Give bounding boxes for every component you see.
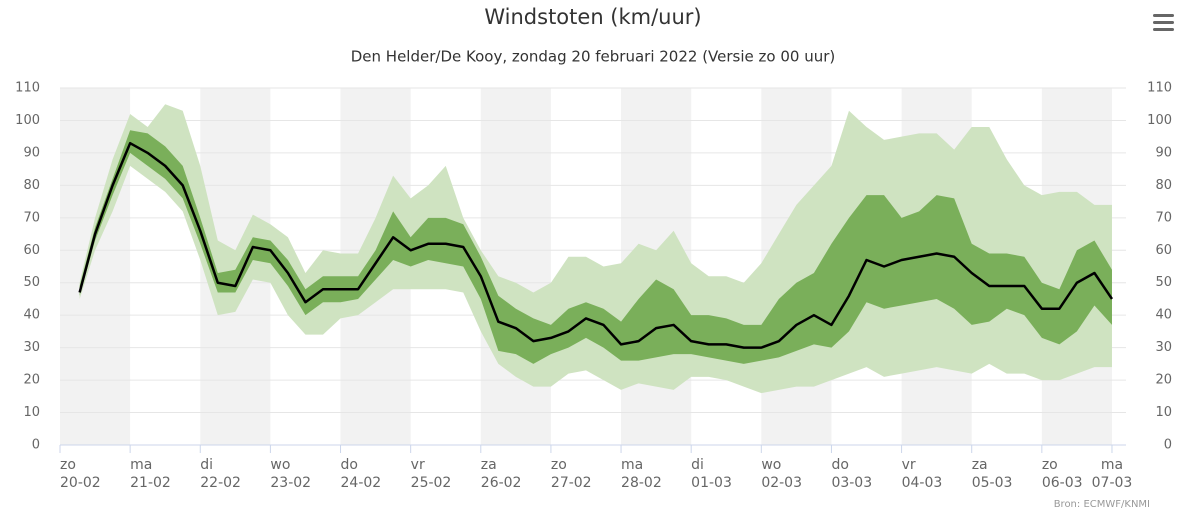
x-tick-weekday: ma [1101, 457, 1123, 473]
x-tick-weekday: vr [902, 457, 916, 473]
y2-tick-label: 80 [1155, 178, 1172, 193]
x-tick-weekday: di [200, 457, 213, 473]
y-tick-label: 30 [23, 340, 40, 355]
x-tick-weekday: za [972, 457, 988, 473]
x-tick-weekday: do [341, 457, 358, 473]
menu-bar [1153, 14, 1174, 17]
x-tick-label: 02-03 [761, 475, 802, 491]
y2-tick-label: 40 [1155, 308, 1172, 323]
x-tick-label: 22-02 [200, 475, 241, 491]
y-tick-label: 90 [23, 145, 40, 160]
menu-bar [1153, 21, 1174, 24]
y2-tick-label: 90 [1155, 145, 1172, 160]
x-tick-label: 26-02 [481, 475, 522, 491]
y-tick-label: 20 [23, 373, 40, 388]
y2-tick-label: 50 [1155, 275, 1172, 290]
y2-tick-label: 60 [1155, 243, 1172, 258]
x-tick-weekday: ma [621, 457, 643, 473]
x-tick-weekday: vr [411, 457, 425, 473]
y-tick-label: 70 [23, 210, 40, 225]
range-band [79, 130, 1112, 364]
chart-subtitle: Den Helder/De Kooy, zondag 20 februari 2… [351, 48, 836, 66]
x-tick-label: 28-02 [621, 475, 662, 491]
x-tick-label: 06-03 [1042, 475, 1083, 491]
x-tick-weekday: za [481, 457, 497, 473]
x-tick-weekday: ma [130, 457, 152, 473]
x-tick-label: 05-03 [972, 475, 1013, 491]
y2-tick-label: 0 [1164, 438, 1172, 453]
y2-tick-label: 70 [1155, 210, 1172, 225]
menu-button[interactable] [1153, 14, 1174, 31]
y2-tick-label: 10 [1155, 405, 1172, 420]
y-tick-label: 40 [23, 308, 40, 323]
y-tick-label: 100 [15, 113, 40, 128]
x-tick-weekday: zo [551, 457, 567, 473]
x-tick-label: 21-02 [130, 475, 171, 491]
x-tick-label: 04-03 [902, 475, 943, 491]
x-tick-label: 24-02 [341, 475, 382, 491]
menu-bar [1153, 28, 1174, 31]
chart-title: Windstoten (km/uur) [484, 5, 701, 29]
x-tick-label: 07-03 [1092, 475, 1133, 491]
y-tick-label: 80 [23, 178, 40, 193]
x-tick-weekday: do [831, 457, 848, 473]
x-tick-weekday: di [691, 457, 704, 473]
y2-tick-label: 30 [1155, 340, 1172, 355]
y-tick-label: 110 [15, 81, 40, 96]
y-tick-label: 10 [23, 405, 40, 420]
y2-tick-label: 110 [1147, 81, 1172, 96]
x-tick-label: 23-02 [270, 475, 311, 491]
y2-tick-label: 100 [1147, 113, 1172, 128]
x-tick-weekday: zo [60, 457, 76, 473]
x-tick-weekday: wo [270, 457, 290, 473]
x-tick-weekday: zo [1042, 457, 1058, 473]
y2-tick-label: 20 [1155, 373, 1172, 388]
x-tick-label: 01-03 [691, 475, 732, 491]
x-tick-label: 20-02 [60, 475, 101, 491]
y-tick-label: 50 [23, 275, 40, 290]
x-tick-label: 25-02 [411, 475, 452, 491]
y-tick-label: 60 [23, 243, 40, 258]
x-tick-label: 03-03 [831, 475, 872, 491]
mean-line [78, 141, 1114, 349]
x-tick-label: 27-02 [551, 475, 592, 491]
x-tick-weekday: wo [761, 457, 781, 473]
y-tick-label: 0 [32, 438, 40, 453]
credit: Bron: ECMWF/KNMI [1054, 499, 1150, 510]
